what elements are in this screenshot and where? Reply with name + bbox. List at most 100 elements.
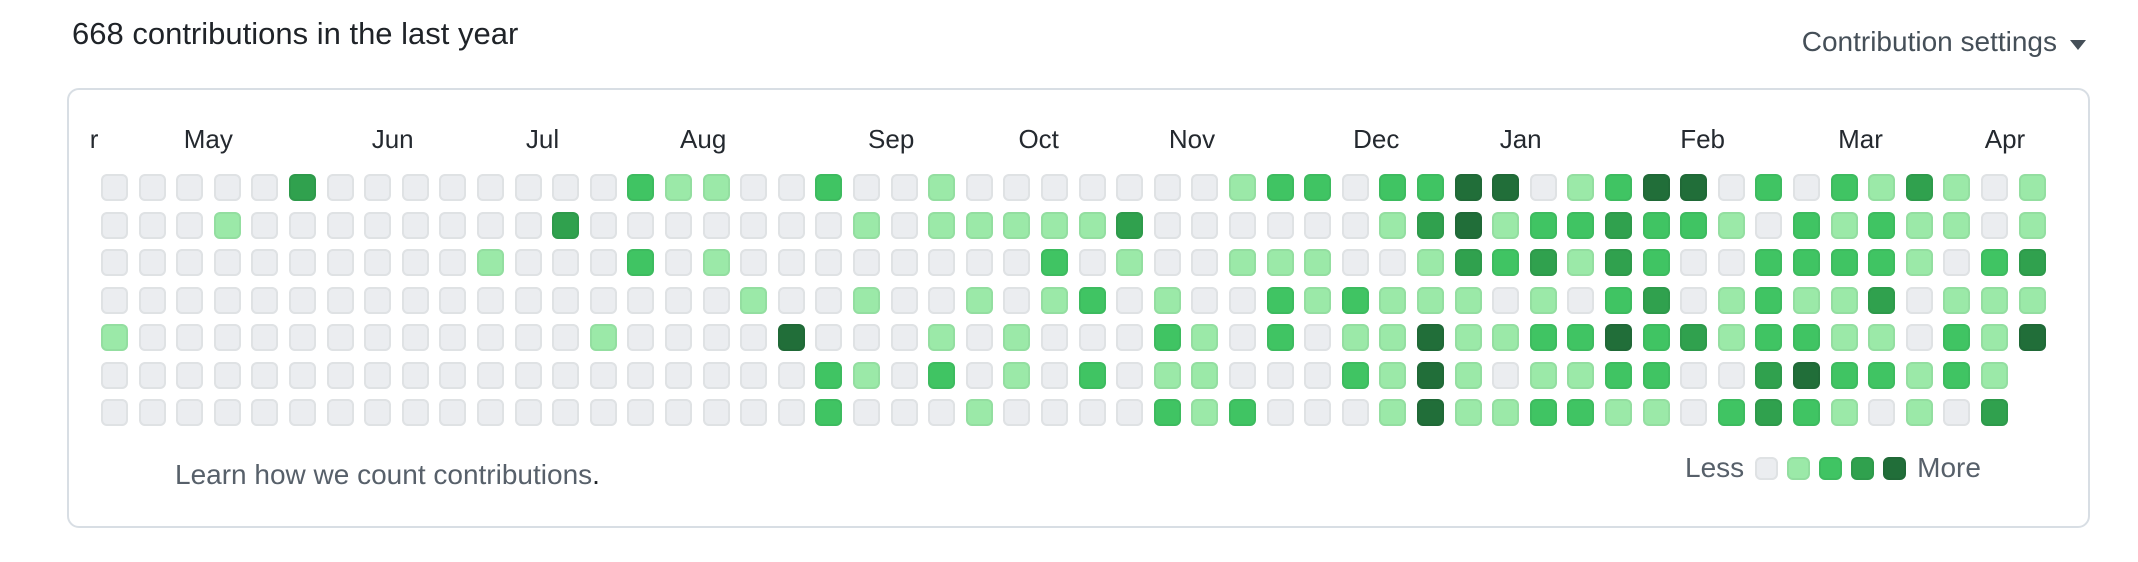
contribution-cell[interactable] [853, 174, 880, 201]
contribution-cell[interactable] [213, 399, 241, 426]
contribution-cell[interactable] [928, 249, 956, 276]
contribution-cell[interactable] [514, 211, 542, 239]
contribution-cell[interactable] [1492, 324, 1520, 351]
contribution-cell[interactable] [627, 174, 655, 201]
contribution-cell[interactable] [138, 211, 166, 239]
contribution-cell[interactable] [1153, 399, 1181, 426]
contribution-cell[interactable] [1567, 361, 1595, 389]
contribution-cell[interactable] [1717, 399, 1745, 426]
contribution-cell[interactable] [289, 286, 316, 314]
contribution-cell[interactable] [1943, 174, 1971, 201]
contribution-cell[interactable] [1680, 361, 1708, 389]
contribution-cell[interactable] [1605, 174, 1632, 201]
contribution-cell[interactable] [1379, 174, 1407, 201]
contribution-cell[interactable] [627, 324, 655, 351]
contribution-cell[interactable] [289, 211, 316, 239]
contribution-cell[interactable] [176, 249, 204, 276]
contribution-cell[interactable] [1304, 249, 1332, 276]
contribution-cell[interactable] [1379, 211, 1407, 239]
contribution-cell[interactable] [589, 211, 617, 239]
contribution-cell[interactable] [1003, 361, 1031, 389]
contribution-cell[interactable] [815, 324, 843, 351]
contribution-cell[interactable] [1153, 324, 1181, 351]
contribution-cell[interactable] [1567, 174, 1595, 201]
contribution-cell[interactable] [1905, 211, 1933, 239]
contribution-cell[interactable] [777, 399, 805, 426]
contribution-cell[interactable] [1229, 324, 1256, 351]
contribution-cell[interactable] [815, 174, 843, 201]
contribution-cell[interactable] [1981, 249, 2008, 276]
contribution-cell[interactable] [1680, 174, 1708, 201]
contribution-cell[interactable] [552, 211, 580, 239]
contribution-cell[interactable] [2018, 174, 2046, 201]
contribution-cell[interactable] [1793, 211, 1820, 239]
contribution-cell[interactable] [1981, 286, 2008, 314]
contribution-cell[interactable] [627, 249, 655, 276]
contribution-cell[interactable] [1642, 211, 1670, 239]
contribution-cell[interactable] [1229, 399, 1256, 426]
contribution-cell[interactable] [1229, 249, 1256, 276]
contribution-cell[interactable] [1266, 174, 1294, 201]
contribution-cell[interactable] [1605, 324, 1632, 351]
contribution-cell[interactable] [1529, 249, 1557, 276]
contribution-cell[interactable] [1830, 324, 1858, 351]
contribution-cell[interactable] [477, 211, 504, 239]
contribution-cell[interactable] [1981, 174, 2008, 201]
contribution-cell[interactable] [1116, 361, 1144, 389]
contribution-cell[interactable] [1567, 324, 1595, 351]
contribution-cell[interactable] [1793, 361, 1820, 389]
contribution-cell[interactable] [777, 286, 805, 314]
contribution-cell[interactable] [1868, 249, 1896, 276]
contribution-cell[interactable] [1041, 211, 1068, 239]
contribution-cell[interactable] [101, 211, 128, 239]
contribution-cell[interactable] [1304, 286, 1332, 314]
contribution-cell[interactable] [1229, 174, 1256, 201]
contribution-cell[interactable] [514, 286, 542, 314]
contribution-cell[interactable] [627, 361, 655, 389]
contribution-cell[interactable] [1492, 286, 1520, 314]
contribution-cell[interactable] [401, 399, 429, 426]
contribution-cell[interactable] [928, 174, 956, 201]
contribution-cell[interactable] [1379, 324, 1407, 351]
contribution-cell[interactable] [1191, 249, 1219, 276]
contribution-cell[interactable] [1567, 399, 1595, 426]
contribution-cell[interactable] [1341, 399, 1369, 426]
contribution-cell[interactable] [1191, 324, 1219, 351]
contribution-cell[interactable] [1454, 324, 1482, 351]
contribution-cell[interactable] [665, 324, 692, 351]
contribution-cell[interactable] [815, 399, 843, 426]
contribution-cell[interactable] [1492, 399, 1520, 426]
contribution-cell[interactable] [815, 286, 843, 314]
contribution-cell[interactable] [1717, 211, 1745, 239]
contribution-cell[interactable] [1717, 286, 1745, 314]
contribution-cell[interactable] [1905, 324, 1933, 351]
contribution-cell[interactable] [552, 286, 580, 314]
contribution-cell[interactable] [364, 399, 392, 426]
contribution-cell[interactable] [890, 286, 918, 314]
contribution-cell[interactable] [1341, 286, 1369, 314]
contribution-cell[interactable] [1116, 286, 1144, 314]
contribution-cell[interactable] [1341, 249, 1369, 276]
contribution-cell[interactable] [1981, 399, 2008, 426]
contribution-cell[interactable] [1266, 211, 1294, 239]
contribution-cell[interactable] [213, 324, 241, 351]
contribution-cell[interactable] [364, 286, 392, 314]
contribution-cell[interactable] [1078, 286, 1106, 314]
contribution-cell[interactable] [1981, 324, 2008, 351]
contribution-cell[interactable] [514, 361, 542, 389]
contribution-cell[interactable] [627, 399, 655, 426]
contribution-cell[interactable] [1341, 324, 1369, 351]
contribution-cell[interactable] [1454, 174, 1482, 201]
contribution-cell[interactable] [251, 211, 279, 239]
contribution-cell[interactable] [965, 249, 993, 276]
contribution-cell[interactable] [364, 174, 392, 201]
contribution-cell[interactable] [1304, 174, 1332, 201]
contribution-cell[interactable] [1868, 286, 1896, 314]
contribution-cell[interactable] [1943, 286, 1971, 314]
contribution-cell[interactable] [1041, 324, 1068, 351]
contribution-cell[interactable] [1153, 286, 1181, 314]
contribution-cell[interactable] [1417, 211, 1444, 239]
contribution-cell[interactable] [1680, 399, 1708, 426]
contribution-cell[interactable] [1341, 174, 1369, 201]
contribution-cell[interactable] [401, 249, 429, 276]
